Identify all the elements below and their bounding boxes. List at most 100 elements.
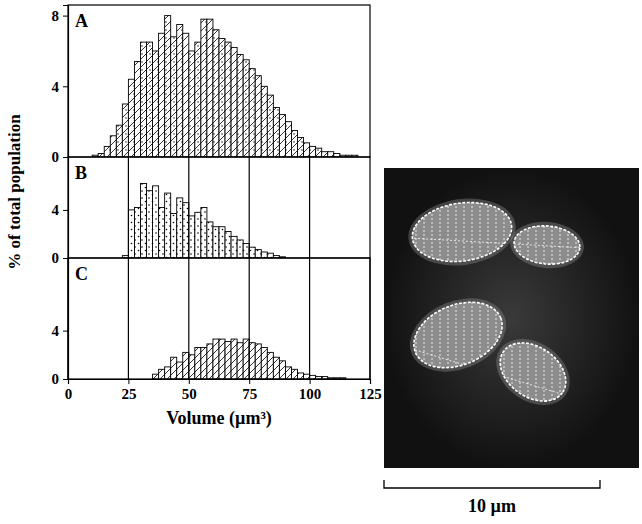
y-tick-mark bbox=[63, 210, 68, 211]
panel-label: B bbox=[75, 163, 87, 183]
cell-section bbox=[520, 190, 521, 410]
bar bbox=[171, 37, 177, 157]
frame bbox=[68, 5, 370, 157]
cell-section bbox=[496, 190, 497, 410]
bar bbox=[316, 148, 322, 157]
bar bbox=[159, 369, 165, 379]
grid-line bbox=[188, 258, 189, 379]
bar bbox=[304, 143, 310, 157]
panel: 0 4 8 bbox=[52, 5, 371, 165]
x-tick-label: 75 bbox=[242, 386, 257, 402]
bar bbox=[261, 348, 267, 379]
bar bbox=[291, 369, 297, 379]
cell-section bbox=[544, 190, 545, 410]
bar bbox=[207, 222, 213, 258]
cell bbox=[508, 219, 586, 271]
bar bbox=[298, 373, 304, 379]
y-tick-label: 4 bbox=[52, 202, 60, 218]
y-tick: 4 bbox=[52, 79, 69, 95]
bar bbox=[213, 339, 219, 379]
bar bbox=[140, 42, 146, 157]
cell bbox=[404, 192, 520, 272]
bar bbox=[328, 152, 334, 157]
grid-line bbox=[188, 157, 189, 258]
y-tick-label: 0 bbox=[52, 250, 60, 266]
x-tick-mark bbox=[189, 379, 190, 384]
bar bbox=[195, 212, 201, 258]
bar bbox=[219, 339, 225, 379]
cell-section bbox=[504, 190, 505, 410]
bar bbox=[225, 341, 231, 379]
bar bbox=[189, 216, 195, 258]
grid-line bbox=[128, 157, 129, 258]
y-tick: 4 bbox=[52, 323, 69, 339]
cell-section bbox=[464, 190, 465, 410]
bar bbox=[134, 208, 140, 259]
bar bbox=[243, 244, 249, 258]
bar bbox=[261, 252, 267, 258]
cell bbox=[512, 223, 581, 267]
y-tick-mark bbox=[63, 379, 68, 380]
x-tick-label: 25 bbox=[121, 386, 136, 402]
x-tick-mark bbox=[249, 379, 250, 384]
bar bbox=[291, 130, 297, 157]
cell-section bbox=[536, 190, 537, 410]
bar bbox=[213, 30, 219, 157]
bar bbox=[189, 51, 195, 157]
bar bbox=[116, 125, 122, 157]
y-axis-line bbox=[63, 6, 69, 158]
y-axis: 04 bbox=[52, 259, 69, 388]
cell-section bbox=[432, 190, 433, 410]
scale-bar: 10 µm bbox=[384, 480, 600, 516]
x-tick: 50 bbox=[182, 379, 197, 402]
bar bbox=[237, 54, 243, 157]
x-tick: 75 bbox=[242, 379, 257, 402]
bar bbox=[249, 247, 255, 258]
bar bbox=[225, 42, 231, 157]
bar bbox=[267, 352, 273, 379]
bar bbox=[255, 76, 261, 157]
x-tick-label: 100 bbox=[299, 386, 322, 402]
x-axis-line bbox=[69, 380, 371, 385]
cell-section bbox=[440, 190, 441, 410]
y-tick-mark bbox=[63, 16, 68, 17]
cell-section bbox=[400, 190, 401, 410]
y-axis-line bbox=[63, 259, 69, 380]
cell-section bbox=[584, 190, 585, 410]
bar bbox=[237, 240, 243, 258]
bar bbox=[231, 47, 237, 157]
x-tick: 25 bbox=[121, 379, 136, 402]
bar bbox=[249, 343, 255, 379]
frame bbox=[68, 258, 370, 379]
bar bbox=[183, 352, 189, 379]
y-axis-line bbox=[63, 158, 69, 259]
y-axis: 0 4 8 bbox=[52, 6, 69, 166]
cell-section bbox=[568, 190, 569, 410]
y-tick-label: 0 bbox=[52, 149, 60, 165]
y-axis: 04 bbox=[52, 158, 69, 267]
x-tick-label: 50 bbox=[182, 386, 197, 402]
cell-section bbox=[576, 190, 577, 410]
panel-label: A bbox=[75, 11, 88, 31]
panel: 04 bbox=[52, 157, 371, 266]
x-tick-label: 0 bbox=[65, 386, 73, 402]
cell-section bbox=[528, 190, 529, 410]
bar bbox=[304, 374, 310, 379]
grid-line bbox=[128, 258, 129, 379]
y-tick-label: 8 bbox=[52, 8, 60, 24]
bar bbox=[261, 86, 267, 157]
cell-axis bbox=[410, 238, 585, 248]
bar bbox=[153, 51, 159, 157]
x-tick-mark bbox=[370, 379, 371, 384]
bar bbox=[195, 42, 201, 157]
cell-section bbox=[472, 190, 473, 410]
cell-section bbox=[488, 190, 489, 410]
y-tick-mark bbox=[63, 86, 68, 87]
grid-line bbox=[249, 258, 250, 379]
x-axis-title: Volume (µm³) bbox=[166, 408, 272, 429]
bar bbox=[171, 357, 177, 379]
micrograph bbox=[384, 168, 639, 468]
cell-section bbox=[408, 190, 409, 410]
x-tick-mark bbox=[68, 379, 69, 384]
bar bbox=[285, 367, 291, 379]
